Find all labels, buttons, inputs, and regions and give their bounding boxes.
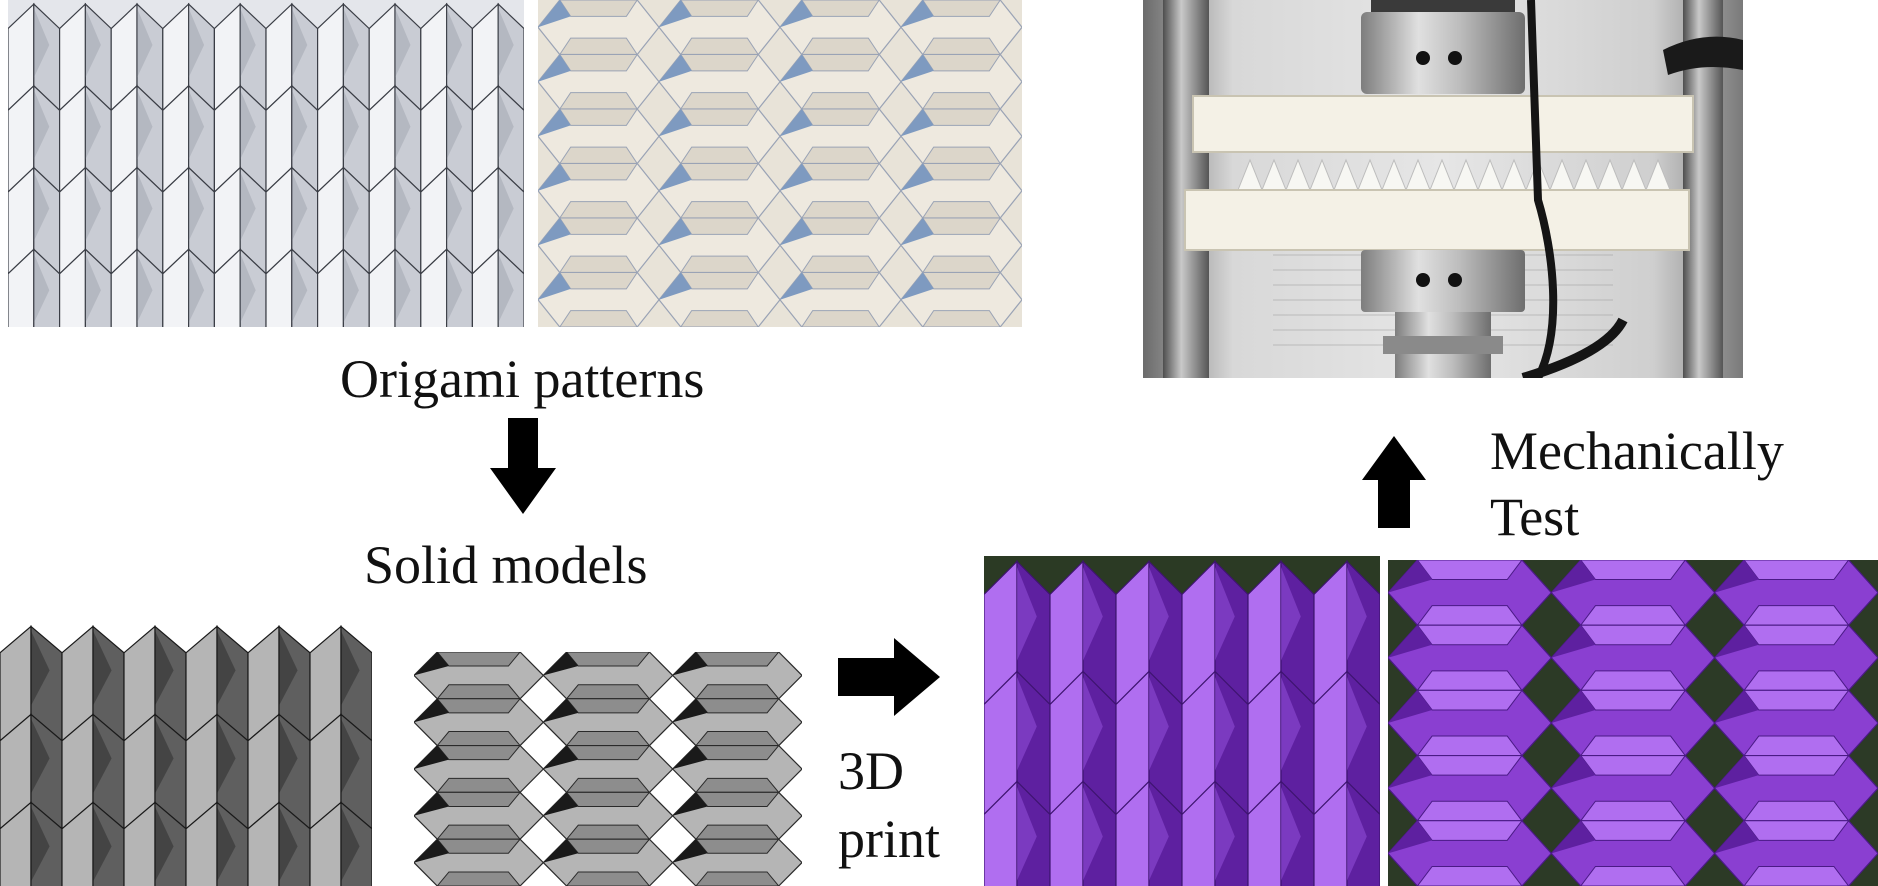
3d-print-label-line1: 3D	[838, 741, 904, 801]
hexagonal-solid-model	[414, 652, 802, 886]
miura-paper-image	[8, 0, 524, 327]
hexagonal-paper-photo	[538, 0, 1022, 327]
down-arrow-icon	[490, 418, 556, 514]
solid-models-label: Solid models	[364, 535, 648, 595]
miura-solid-image	[0, 622, 372, 886]
origami-patterns-label: Origami patterns	[340, 349, 705, 409]
right-arrow-icon	[838, 638, 940, 716]
up-arrow-icon	[1362, 436, 1426, 528]
mechanically-test-label-line2: Test	[1490, 487, 1580, 547]
hexagonal-printed-sample	[1388, 560, 1878, 886]
hexagonal-solid-image	[414, 652, 802, 886]
test-machine-photo	[1143, 0, 1743, 378]
miura-printed-sample	[984, 556, 1380, 886]
3d-print-label-line2: print	[838, 809, 940, 869]
miura-printed-image	[984, 556, 1380, 886]
miura-solid-model	[0, 622, 372, 886]
mechanically-test-label-line1: Mechanically	[1490, 421, 1784, 481]
miura-paper-photo	[8, 0, 524, 327]
compression-test-image	[1143, 0, 1743, 378]
hexagonal-paper-image	[538, 0, 1022, 327]
hexagonal-printed-image	[1388, 560, 1878, 886]
